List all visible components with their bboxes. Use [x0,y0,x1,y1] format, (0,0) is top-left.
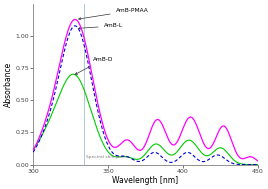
Text: AmB-L: AmB-L [79,23,123,29]
Text: AmB-PMAA: AmB-PMAA [79,8,148,20]
X-axis label: Wavelength [nm]: Wavelength [nm] [113,176,179,185]
Text: Spectral shift point: Spectral shift point [86,155,128,160]
Text: AmB-D: AmB-D [75,57,113,74]
Y-axis label: Absorbance: Absorbance [4,62,13,107]
